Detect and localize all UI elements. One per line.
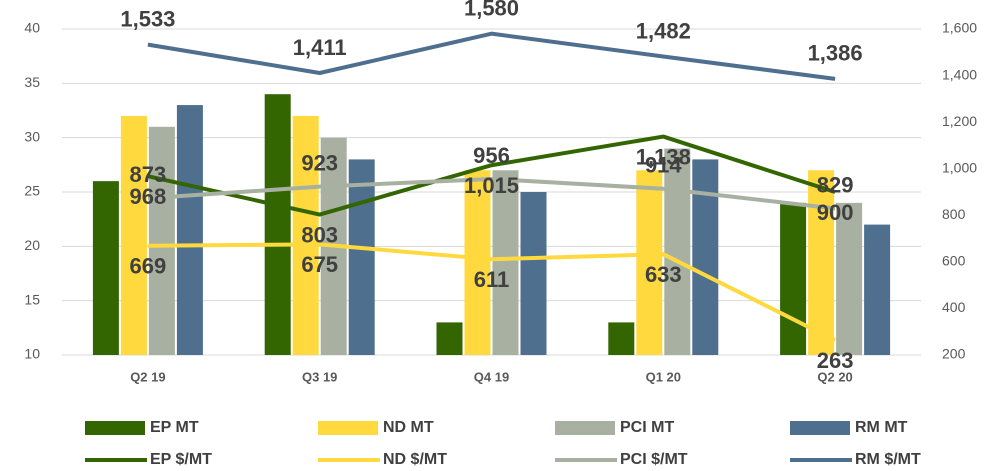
y-tick-label: 20 bbox=[24, 237, 40, 253]
y2-tick-label: 800 bbox=[942, 206, 966, 222]
legend-label: ND MT bbox=[383, 419, 434, 436]
data-label: 968 bbox=[130, 184, 167, 209]
bar bbox=[120, 115, 147, 355]
bar bbox=[780, 202, 807, 355]
legend-label: EP $/MT bbox=[150, 451, 212, 468]
y2-tick-label: 1,000 bbox=[942, 159, 977, 175]
legend-swatch bbox=[318, 421, 378, 435]
line-series bbox=[147, 176, 836, 211]
y2-tick-label: 1,200 bbox=[942, 113, 977, 129]
bar bbox=[292, 115, 319, 355]
legend-swatch bbox=[555, 421, 615, 435]
bar bbox=[608, 322, 635, 355]
data-label: 1,386 bbox=[808, 41, 863, 66]
bar bbox=[92, 181, 119, 355]
data-label: 1,138 bbox=[636, 144, 691, 169]
data-label: 1,411 bbox=[293, 35, 347, 60]
x-tick-label: Q2 19 bbox=[130, 369, 165, 384]
bar bbox=[176, 105, 203, 355]
bar bbox=[864, 224, 891, 355]
data-label: 611 bbox=[474, 267, 510, 292]
y2-tick-label: 200 bbox=[942, 346, 966, 362]
line-series bbox=[147, 31, 836, 81]
line-series bbox=[147, 242, 836, 343]
bar bbox=[636, 170, 663, 355]
y-tick-label: 30 bbox=[24, 128, 40, 144]
data-label: 803 bbox=[301, 222, 338, 247]
y2-tick-label: 1,400 bbox=[942, 66, 977, 82]
bar bbox=[664, 148, 691, 355]
data-label: 923 bbox=[301, 150, 338, 175]
data-label: 263 bbox=[817, 348, 854, 373]
bar bbox=[492, 170, 519, 355]
legend-label: ND $/MT bbox=[383, 451, 447, 468]
legend-label: RM $/MT bbox=[855, 451, 921, 468]
bar bbox=[520, 192, 547, 355]
legend-label: PCI $/MT bbox=[620, 451, 688, 468]
data-label: 1,015 bbox=[464, 173, 519, 198]
y-tick-label: 15 bbox=[24, 291, 40, 307]
line-series bbox=[147, 134, 836, 217]
data-label: 829 bbox=[817, 172, 854, 197]
legend-label: EP MT bbox=[150, 419, 199, 436]
y2-tick-label: 600 bbox=[942, 253, 966, 269]
bar bbox=[348, 159, 375, 355]
bar bbox=[836, 202, 863, 355]
data-label: 669 bbox=[130, 254, 167, 279]
y2-tick-label: 400 bbox=[942, 299, 966, 315]
data-label: 1,533 bbox=[120, 6, 175, 31]
y-tick-label: 10 bbox=[24, 346, 40, 362]
y-tick-label: 25 bbox=[24, 183, 40, 199]
x-tick-label: Q3 19 bbox=[302, 369, 337, 384]
bar bbox=[264, 94, 291, 355]
bar bbox=[808, 170, 835, 355]
data-label: 956 bbox=[473, 143, 510, 168]
legend-swatch bbox=[790, 421, 850, 435]
data-label: 1,482 bbox=[636, 18, 691, 43]
legend-label: PCI MT bbox=[620, 419, 674, 436]
legend-label: RM MT bbox=[855, 419, 908, 436]
bar bbox=[436, 322, 463, 355]
y-tick-label: 40 bbox=[24, 20, 40, 36]
legend-swatch bbox=[85, 421, 145, 435]
x-tick-label: Q1 20 bbox=[646, 369, 681, 384]
data-label: 873 bbox=[130, 162, 167, 187]
data-label: 633 bbox=[645, 262, 682, 287]
bar bbox=[464, 170, 491, 355]
data-label: 1,580 bbox=[464, 0, 519, 20]
x-tick-label: Q2 20 bbox=[817, 369, 852, 384]
y2-tick-label: 1,600 bbox=[942, 20, 977, 36]
data-label: 675 bbox=[301, 252, 338, 277]
data-label: 914 bbox=[645, 153, 682, 178]
bar bbox=[692, 159, 719, 355]
y-tick-label: 35 bbox=[24, 74, 40, 90]
x-tick-label: Q4 19 bbox=[474, 369, 509, 384]
data-label: 900 bbox=[817, 200, 854, 225]
bar bbox=[148, 126, 175, 355]
